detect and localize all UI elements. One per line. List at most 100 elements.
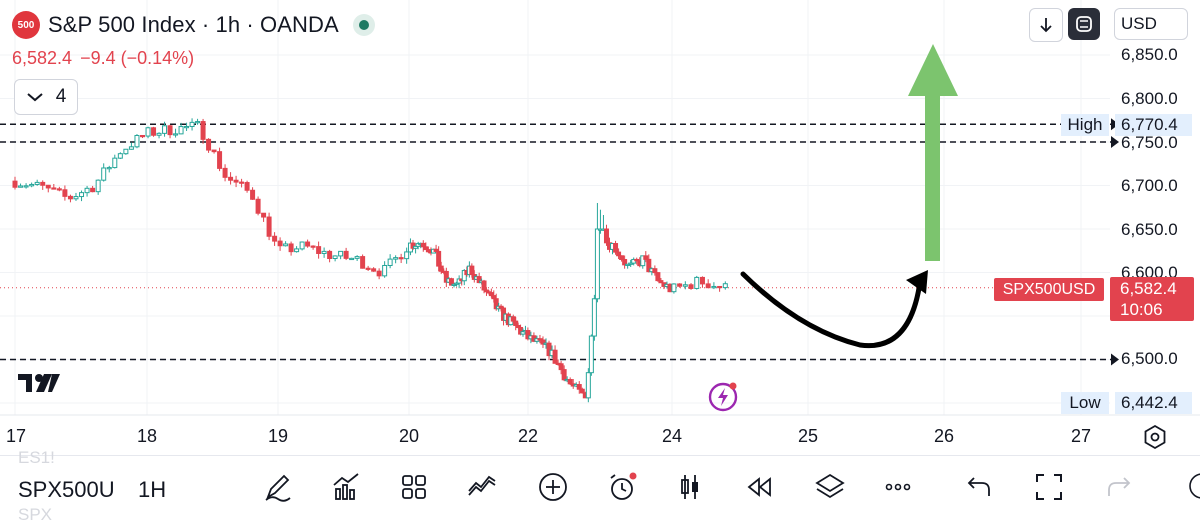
candle-body [310,245,316,248]
candle-body [40,181,46,186]
candle-body [469,265,475,276]
candle-body [622,258,628,266]
candle-body [652,268,658,274]
candle-body [34,181,40,185]
indicators-toggle-button[interactable]: 4 [14,79,78,115]
indicator-count: 4 [55,86,67,107]
expand-icon[interactable] [1033,471,1065,503]
flash-icon[interactable] [707,380,739,412]
interval-selector[interactable]: 1H [138,477,167,502]
candle-body [558,363,564,371]
candle-body [73,196,79,200]
alarm-icon[interactable] [606,471,638,503]
curved-arrow[interactable] [740,271,923,349]
candle-body [646,258,652,273]
candle-body [349,257,355,261]
candle-body [393,257,399,260]
price-change: −9.4 (−0.14%) [80,48,195,68]
candle-body [123,148,129,155]
candle-body [217,151,223,169]
chart-title[interactable]: S&P 500 Index · 1h · OANDA [48,12,339,37]
more-icon[interactable] [882,471,914,503]
chevron-down-icon [27,93,43,102]
high-value: 6,770.4 [1115,114,1192,136]
candle-body [552,349,558,364]
chart-area[interactable] [0,0,1200,455]
candle-body [354,256,360,259]
candle-body [594,228,600,300]
candle-body [619,255,625,260]
high-label: High [1061,114,1109,136]
candle-body [365,267,371,270]
fullscreen-button[interactable] [1068,8,1100,40]
candle-body [23,185,29,188]
replay-icon[interactable] [744,471,776,503]
plus-circle-icon[interactable] [537,471,569,503]
up-arrow-shaft[interactable] [925,95,940,261]
candle-body [576,384,582,390]
undo-icon[interactable] [964,471,996,503]
candle-body [178,126,184,135]
candle-body [29,183,35,187]
date-axis-label: 20 [398,426,420,446]
low-label: Low [1061,392,1109,414]
candle-body [461,270,467,282]
candle-body [360,256,366,269]
candle-body [332,255,338,259]
candle-body [387,258,393,266]
candles-icon[interactable] [674,471,706,503]
candle-body [628,262,634,265]
candle-body [67,195,73,200]
download-button[interactable] [1029,8,1063,42]
candle-body [338,250,344,257]
candle-body [438,265,444,272]
candle-body [404,251,410,260]
pen-icon[interactable] [262,471,294,503]
candle-body [436,250,442,267]
last-price-tag: 6,582.4 10:06 [1110,277,1194,321]
title-row[interactable]: 500 S&P 500 Index · 1h · OANDA [12,10,375,40]
candle-body [51,187,57,190]
symbol-selector[interactable]: SPX500U [18,477,115,502]
candle-body [376,270,382,277]
ghost-symbol-top: ES1! [18,448,55,467]
candle-body [343,250,349,259]
candle-body [717,285,723,289]
redo-icon[interactable] [1102,471,1134,503]
candle-body [631,258,637,264]
candle-body [228,176,234,181]
up-arrow-head [908,44,958,96]
date-axis-label: 18 [136,426,158,446]
bar-countdown: 10:06 [1120,300,1163,319]
candle-body [288,243,294,253]
candle-body [585,372,591,399]
candle-body [79,192,85,198]
candle-body [546,342,552,357]
candle-body [722,283,728,289]
candle-body [371,268,377,272]
candle-body [18,185,24,188]
candle-body [211,149,217,153]
candle-body [603,228,609,244]
user-icon[interactable] [1188,466,1200,506]
chart-add-icon[interactable] [330,471,362,503]
compare-icon[interactable] [466,471,498,503]
candle-body [195,121,201,124]
candle-body [283,243,289,247]
layers-icon[interactable] [814,471,846,503]
candle-body [677,283,683,287]
candle-body [382,264,388,277]
currency-select[interactable]: USD [1114,8,1188,40]
low-value: 6,442.4 [1115,392,1192,414]
symbol-price-tag: SPX500USD [994,278,1104,301]
settings-icon[interactable] [1142,424,1168,450]
candle-body [688,284,694,289]
candle-body [200,121,206,140]
candle-body [694,276,700,289]
candle-body [84,187,90,194]
candle-body [567,378,573,385]
grid-icon[interactable] [398,471,430,503]
candle-body [451,283,457,286]
tradingview-logo-icon[interactable] [18,372,60,394]
